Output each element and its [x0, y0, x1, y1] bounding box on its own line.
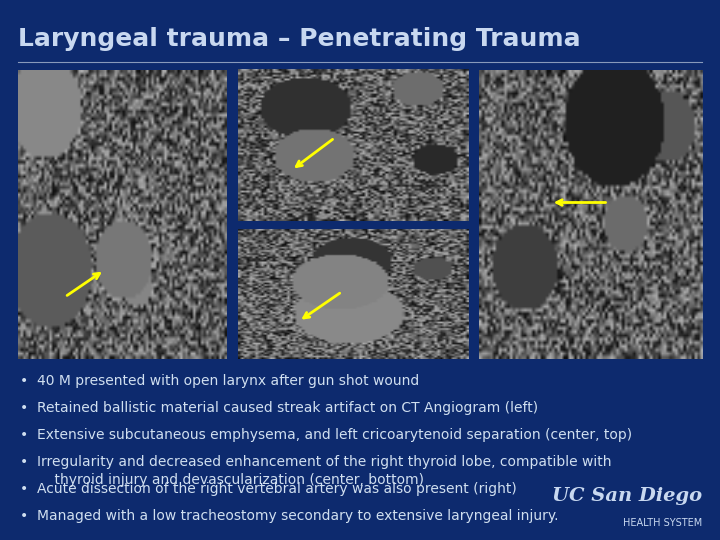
Text: HEALTH SYSTEM: HEALTH SYSTEM [623, 518, 702, 528]
Text: Managed with a low tracheostomy secondary to extensive laryngeal injury.: Managed with a low tracheostomy secondar… [37, 509, 559, 523]
Text: Extensive subcutaneous emphysema, and left cricoarytenoid separation (center, to: Extensive subcutaneous emphysema, and le… [37, 428, 633, 442]
Text: UC San Diego: UC San Diego [552, 487, 702, 505]
Text: •: • [20, 509, 28, 523]
Text: •: • [20, 482, 28, 496]
Text: Retained ballistic material caused streak artifact on CT Angiogram (left): Retained ballistic material caused strea… [37, 401, 539, 415]
Text: Acute dissection of the right vertebral artery was also present (right): Acute dissection of the right vertebral … [37, 482, 517, 496]
Text: 40 M presented with open larynx after gun shot wound: 40 M presented with open larynx after gu… [37, 374, 420, 388]
FancyBboxPatch shape [238, 230, 468, 359]
Text: •: • [20, 374, 28, 388]
FancyBboxPatch shape [18, 70, 227, 359]
Text: Irregularity and decreased enhancement of the right thyroid lobe, compatible wit: Irregularity and decreased enhancement o… [37, 455, 612, 487]
FancyBboxPatch shape [479, 70, 702, 359]
Text: Laryngeal trauma – Penetrating Trauma: Laryngeal trauma – Penetrating Trauma [18, 27, 580, 51]
Text: •: • [20, 428, 28, 442]
Text: •: • [20, 455, 28, 469]
FancyBboxPatch shape [238, 70, 468, 221]
Text: •: • [20, 401, 28, 415]
